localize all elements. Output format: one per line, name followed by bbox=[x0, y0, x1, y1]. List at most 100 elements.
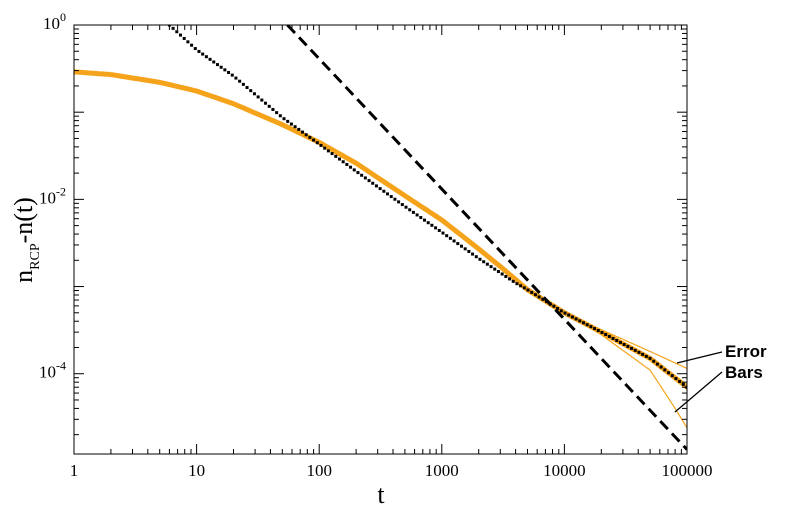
data-point bbox=[541, 297, 545, 301]
data-point bbox=[423, 218, 427, 222]
data-point bbox=[330, 152, 334, 156]
data-point bbox=[489, 265, 493, 269]
data-point bbox=[600, 330, 604, 334]
error-bars-annotation: Error Bars bbox=[674, 342, 767, 413]
data-point bbox=[304, 133, 308, 137]
data-point bbox=[289, 122, 293, 126]
data-point bbox=[526, 288, 530, 292]
data-point bbox=[349, 165, 353, 169]
data-point bbox=[404, 205, 408, 209]
y-axis-label-subscript: RCP bbox=[28, 243, 43, 270]
y-axis: 100 10-2 10-4 bbox=[39, 10, 687, 436]
x-tick-label: 10 bbox=[188, 461, 205, 480]
data-point bbox=[581, 321, 585, 325]
data-point bbox=[386, 192, 390, 196]
data-point bbox=[644, 354, 648, 358]
data-point bbox=[633, 348, 637, 352]
data-point bbox=[175, 30, 179, 34]
x-tick-label: 1000 bbox=[425, 461, 459, 480]
data-point bbox=[374, 184, 378, 188]
data-point bbox=[659, 365, 663, 369]
data-point bbox=[585, 323, 589, 327]
data-point bbox=[567, 313, 571, 317]
data-point bbox=[238, 79, 242, 83]
data-point bbox=[504, 274, 508, 278]
data-point bbox=[190, 43, 194, 47]
data-point bbox=[496, 270, 500, 274]
x-tick-label: 100000 bbox=[662, 461, 713, 480]
data-point bbox=[556, 307, 560, 311]
data-point bbox=[626, 344, 630, 348]
data-point bbox=[596, 329, 600, 333]
data-point bbox=[337, 157, 341, 161]
data-point bbox=[245, 86, 249, 90]
data-point bbox=[678, 379, 682, 383]
data-point bbox=[341, 160, 345, 164]
data-point bbox=[500, 272, 504, 276]
data-point bbox=[667, 371, 671, 375]
data-point bbox=[411, 210, 415, 214]
data-point bbox=[293, 125, 297, 129]
data-point bbox=[652, 359, 656, 363]
x-axis-label: t bbox=[377, 480, 385, 509]
data-point bbox=[519, 284, 523, 288]
data-point bbox=[282, 117, 286, 121]
data-point bbox=[485, 262, 489, 266]
data-point bbox=[241, 82, 245, 86]
data-point bbox=[356, 171, 360, 175]
data-point bbox=[437, 228, 441, 232]
series-layer bbox=[74, 25, 687, 451]
orange-data-curve bbox=[74, 69, 687, 390]
data-point bbox=[352, 168, 356, 172]
data-point bbox=[319, 143, 323, 147]
data-point bbox=[193, 47, 197, 51]
data-point bbox=[297, 127, 301, 131]
data-point bbox=[641, 352, 645, 356]
data-point bbox=[445, 234, 449, 238]
error-bar-line bbox=[527, 289, 687, 429]
data-point bbox=[397, 200, 401, 204]
data-point bbox=[430, 223, 434, 227]
data-point bbox=[574, 317, 578, 321]
data-point bbox=[345, 162, 349, 166]
data-point bbox=[578, 319, 582, 323]
data-point bbox=[474, 255, 478, 259]
data-point bbox=[637, 350, 641, 354]
plot-frame bbox=[73, 24, 688, 455]
data-point bbox=[267, 104, 271, 108]
data-point bbox=[393, 197, 397, 201]
data-point bbox=[648, 356, 652, 360]
data-point bbox=[186, 40, 190, 44]
data-point bbox=[204, 55, 208, 59]
data-point bbox=[171, 26, 175, 30]
data-point bbox=[670, 374, 674, 378]
data-point bbox=[456, 242, 460, 246]
data-point bbox=[559, 309, 563, 313]
data-point bbox=[604, 332, 608, 336]
data-point bbox=[197, 49, 201, 53]
data-point bbox=[264, 101, 268, 105]
y-tick-label: 100 bbox=[43, 10, 66, 33]
data-point bbox=[249, 89, 253, 93]
data-point bbox=[378, 187, 382, 191]
data-point bbox=[271, 107, 275, 111]
dashed-fit-line bbox=[286, 25, 687, 451]
dotted-series bbox=[167, 25, 687, 389]
data-point bbox=[611, 336, 615, 340]
annotation-pointer-upper bbox=[676, 351, 723, 364]
y-tick-label: 10-4 bbox=[39, 359, 66, 382]
data-point bbox=[537, 295, 541, 299]
data-point bbox=[334, 154, 338, 158]
data-point bbox=[400, 203, 404, 207]
data-point bbox=[552, 304, 556, 308]
data-point bbox=[655, 362, 659, 366]
data-point bbox=[312, 138, 316, 142]
annotation-line-2: Bars bbox=[725, 363, 763, 382]
data-point bbox=[212, 60, 216, 64]
data-point bbox=[508, 277, 512, 281]
data-point bbox=[201, 52, 205, 56]
data-point bbox=[182, 36, 186, 40]
data-point bbox=[434, 226, 438, 230]
x-tick-label: 1 bbox=[70, 461, 79, 480]
